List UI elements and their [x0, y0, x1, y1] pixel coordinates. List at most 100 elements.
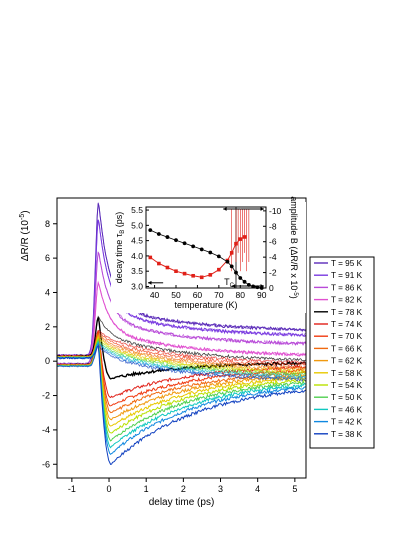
inset-left-tick-label: 4.0 — [131, 251, 143, 261]
main-x-tick-label: 2 — [181, 484, 186, 494]
inset-right-tick-label: 0 — [269, 283, 274, 293]
inset-background — [111, 202, 306, 313]
inset-right-tick-label: -4 — [269, 252, 277, 262]
legend-label: T = 70 K — [331, 332, 363, 341]
main-y-tick-label: -4 — [42, 425, 50, 435]
legend-label: T = 62 K — [331, 357, 363, 366]
legend-label: T = 74 K — [331, 320, 363, 329]
legend-label: T = 46 K — [331, 405, 363, 414]
series-fit-line — [57, 334, 306, 372]
inset-right-tick-label: -2 — [269, 268, 277, 278]
main-y-tick-label: 4 — [45, 287, 50, 297]
main-x-tick-label: 5 — [292, 484, 297, 494]
main-y-axis: -6 -4 -2 0 2 4 6 8 — [42, 219, 57, 469]
main-x-tick-label: 1 — [144, 484, 149, 494]
inset-left-axis: 3.0 3.5 4.0 4.5 5.0 5.5 — [131, 205, 149, 291]
legend-items: T = 95 K T = 91 K T = 86 K T = 82 K T = 78 K… — [314, 259, 363, 439]
main-x-tick-label: 3 — [218, 484, 223, 494]
main-x-tick-label: 0 — [107, 484, 112, 494]
amplitude-point — [225, 259, 230, 264]
legend-label: T = 42 K — [331, 418, 363, 427]
amplitude-point — [174, 238, 178, 243]
decay-time-point — [238, 237, 243, 241]
inset-x-tick-label: 70 — [214, 290, 224, 300]
series-fit-line — [57, 345, 306, 382]
main-series-group — [57, 202, 306, 466]
main-plot-frame — [56, 197, 307, 479]
amplitude-point — [165, 235, 170, 239]
amplitude-point — [182, 241, 187, 246]
legend: T = 95 K T = 91 K T = 86 K T = 82 K T = 78 K… — [309, 256, 375, 449]
series-line — [57, 344, 306, 466]
main-x-axis-label: delay time (ps) — [149, 497, 215, 508]
inset-x-axis: 40 50 60 70 80 90 — [150, 285, 267, 300]
amplitude-point — [216, 254, 221, 259]
inset-left-tick-label: 5.0 — [131, 220, 143, 230]
right-axis-arrow-bottom-left-head — [231, 284, 236, 288]
amplitude-point — [229, 264, 234, 269]
inset-x-tick-label: 60 — [193, 290, 203, 300]
decay-time-point — [148, 255, 153, 260]
decay-time-point — [165, 265, 170, 270]
series-fit-line — [57, 251, 306, 365]
inset-right-tick-label: -6 — [269, 237, 277, 247]
amplitude-point — [242, 279, 247, 284]
legend-label: T = 78 K — [331, 308, 363, 317]
main-y-tick-label: -2 — [42, 391, 50, 401]
legend-label: T = 38 K — [331, 430, 363, 439]
inset-right-axis: 0 -2 -4 -6 -8 -10 — [263, 206, 282, 293]
legend-label: T = 86 K — [331, 283, 363, 292]
inset-plot: 40 50 60 70 80 90 3.0 3.5 4.0 4.5 5.0 5.5 0 -2 -4 -6 -… — [111, 196, 306, 313]
inset-left-tick-label: 3.0 — [131, 281, 143, 291]
inset-left-axis-label: decay time τB (ps) — [114, 212, 126, 284]
inset-x-tick-label: 90 — [257, 290, 267, 300]
decay-time-point — [199, 275, 204, 280]
legend-label: T = 58 K — [331, 369, 363, 378]
amplitude-point — [156, 232, 161, 236]
series-fit-line — [57, 341, 306, 379]
legend-label: T = 82 K — [331, 296, 363, 305]
inset-left-tick-label: 5.5 — [131, 205, 143, 215]
amplitude-point — [199, 247, 204, 252]
decay-time-point — [229, 251, 234, 255]
amplitude-point — [238, 276, 243, 280]
right-axis-arrow-top-left-head — [223, 207, 227, 211]
decay-time-point — [217, 267, 221, 272]
main-y-tick-label: 6 — [45, 253, 50, 263]
inset-content — [148, 207, 264, 290]
inset-x-tick-label: 50 — [171, 290, 181, 300]
decay-time-point — [191, 273, 195, 278]
amplitude-point — [148, 228, 153, 233]
decay-time-point — [174, 269, 178, 273]
inset-right-tick-label: -8 — [269, 221, 277, 231]
right-axis-arrow-top-head — [260, 207, 264, 211]
inset-x-tick-label: 80 — [236, 290, 246, 300]
decay-time-point — [182, 271, 187, 276]
series-fit-line — [57, 315, 306, 366]
legend-label: T = 91 K — [331, 271, 363, 280]
legend-frame — [309, 256, 375, 449]
amplitude-point — [234, 270, 238, 275]
inset-x-axis-label: temperature (K) — [174, 300, 237, 310]
main-x-axis: -1 0 1 2 3 4 5 — [68, 478, 297, 494]
decay-time-point — [157, 261, 161, 266]
inset-right-tick-label: -10 — [269, 206, 282, 216]
decay-time-point — [234, 241, 238, 246]
main-x-tick-label: -1 — [68, 484, 76, 494]
main-y-tick-label: -6 — [42, 459, 50, 469]
main-y-tick-label: 2 — [45, 322, 50, 332]
series-fit-line — [57, 281, 306, 366]
main-y-axis-label: ΔR/R (10-5) — [19, 210, 31, 261]
amplitude-point — [208, 250, 213, 255]
series-fit-line — [57, 220, 306, 365]
decay-time-point — [242, 235, 247, 239]
main-x-tick-label: 4 — [255, 484, 260, 494]
left-axis-arrow-head — [148, 280, 152, 285]
inset-plot-frame — [145, 206, 267, 289]
amplitude-point — [191, 244, 196, 249]
legend-label: T = 95 K — [331, 259, 363, 268]
tc-annotation: TC — [224, 277, 235, 289]
legend-label: T = 50 K — [331, 393, 363, 402]
